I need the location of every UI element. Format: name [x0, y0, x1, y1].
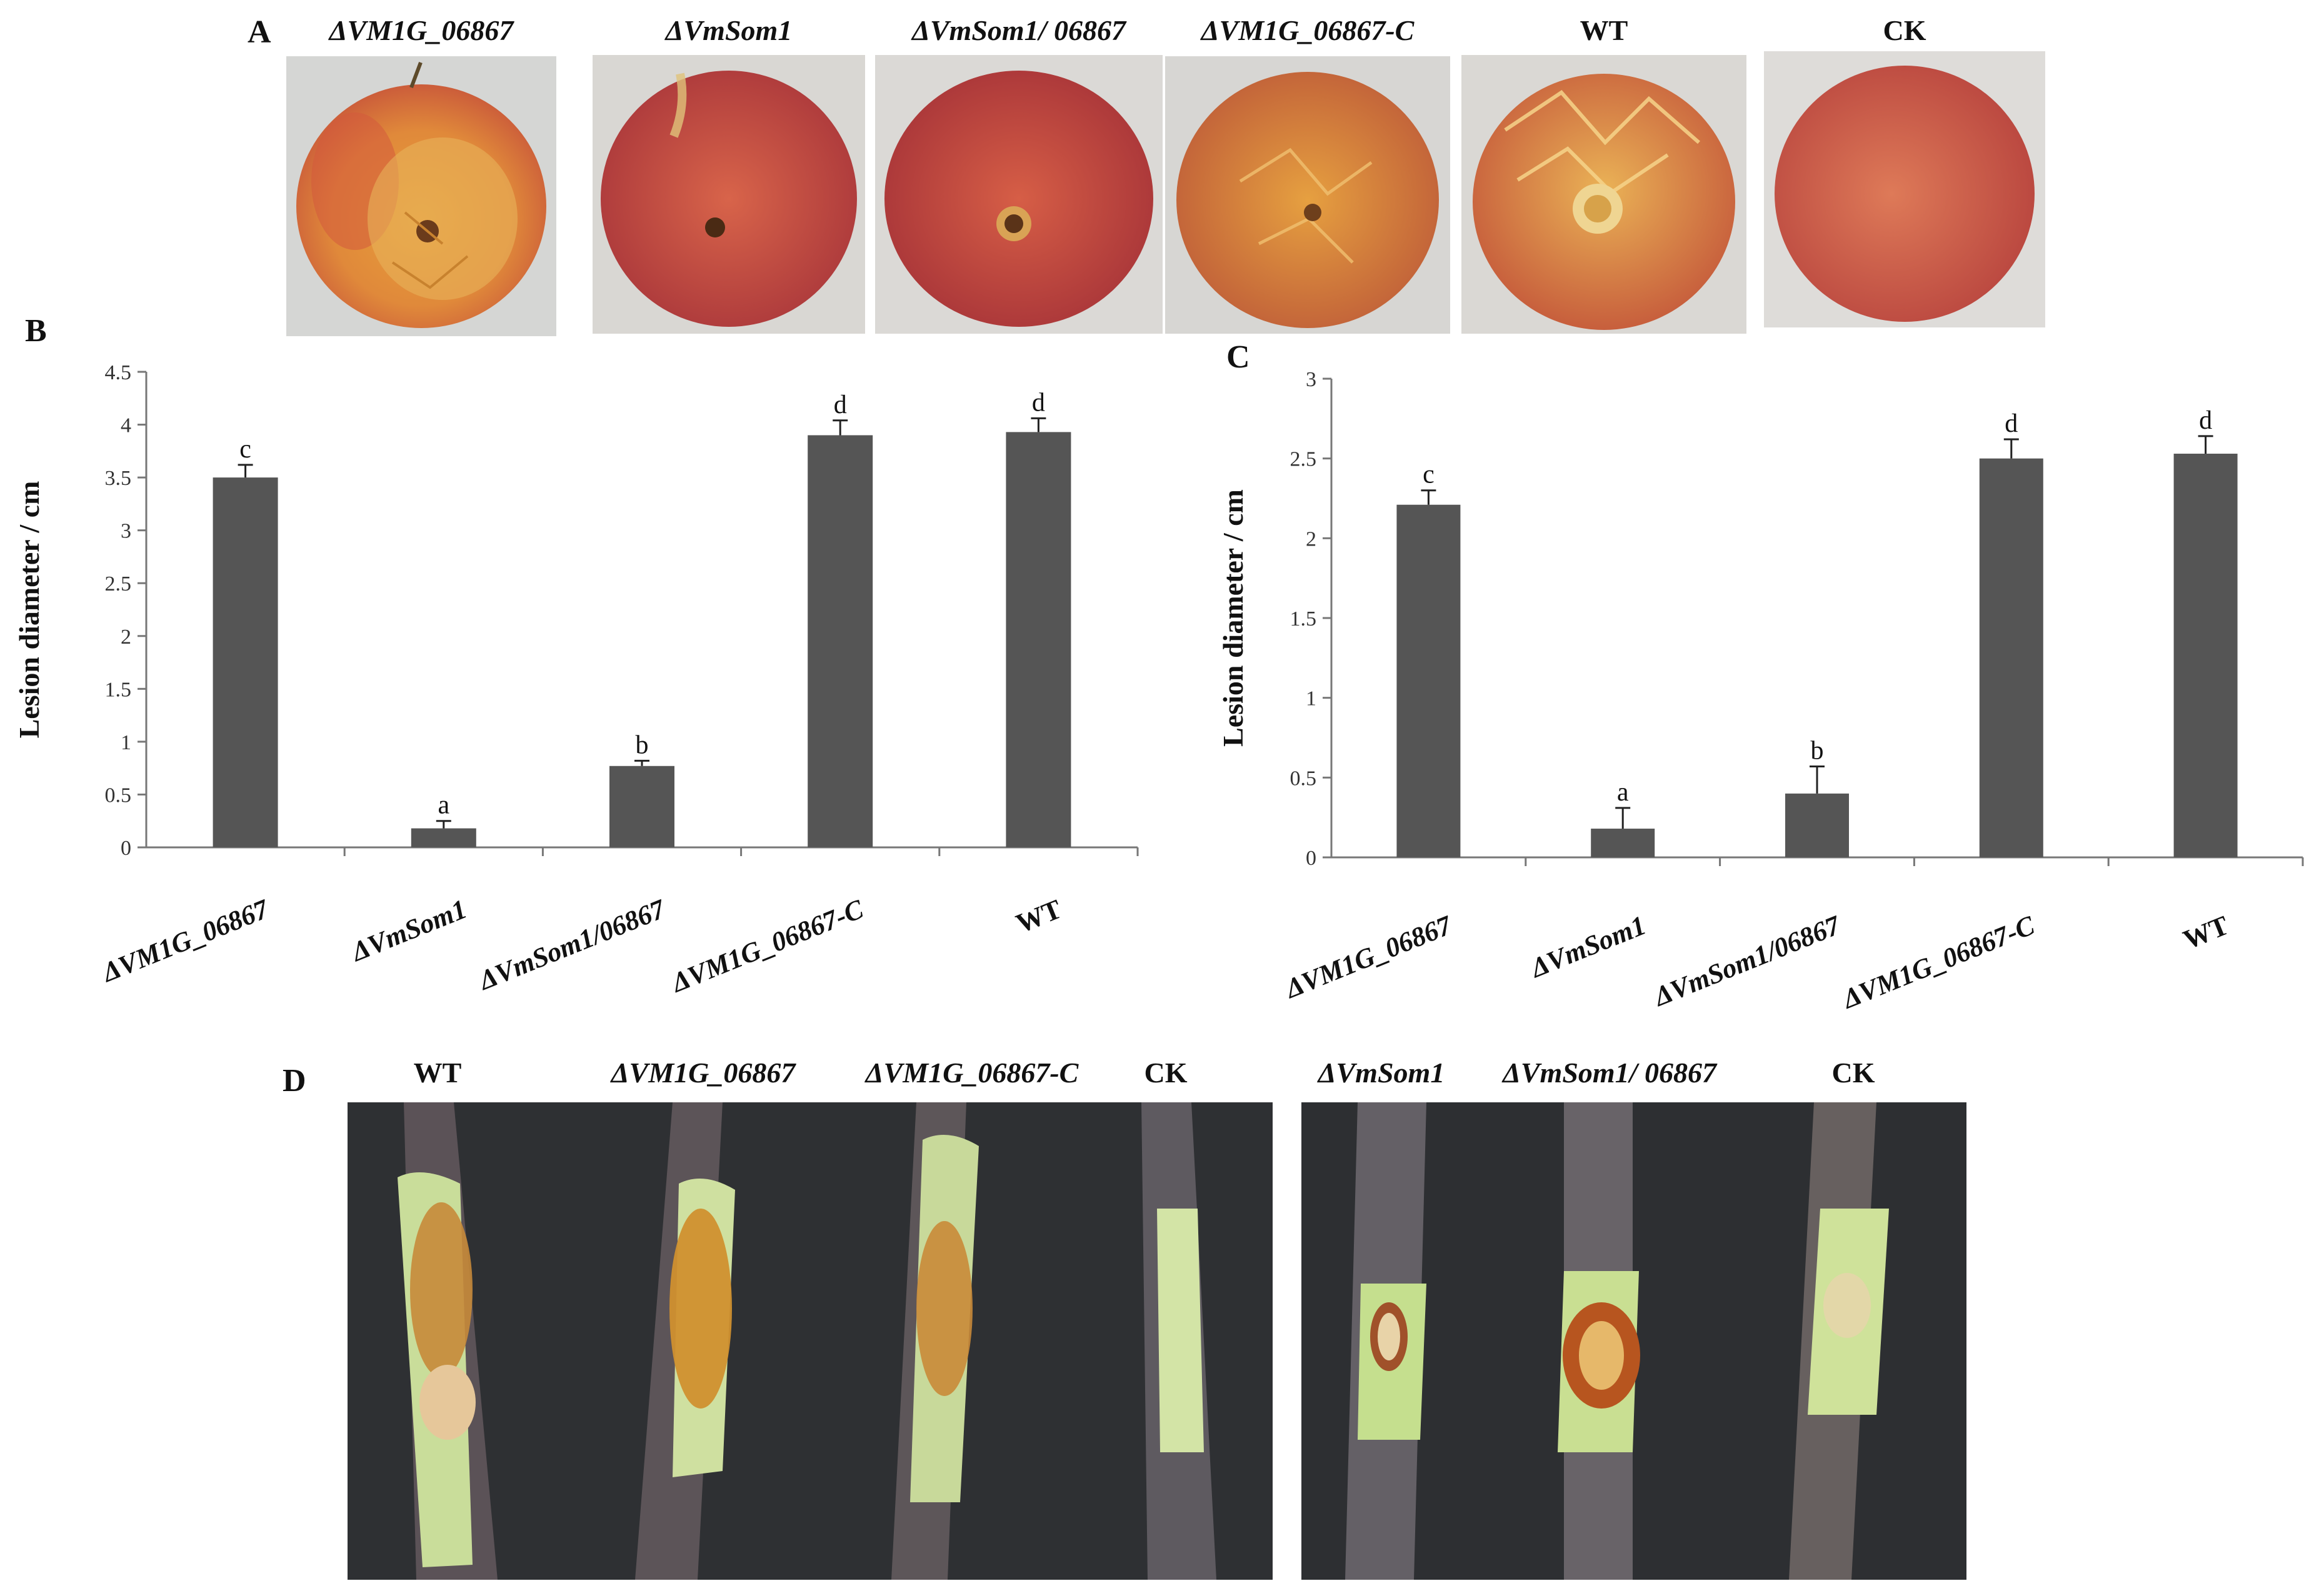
- panel-a-label-1: ΔVM1G_06867: [329, 14, 514, 46]
- chart-c-y-tick-label: 1: [1306, 687, 1316, 711]
- apple-photo-vm1g-06867-c: [1165, 56, 1450, 334]
- chart-c-category-label: ΔVmSom1: [1525, 910, 1650, 984]
- panel-d-right-label-2: ΔVmSom1/ 06867: [1503, 1057, 1716, 1089]
- chart-b-y-tick-label: 0.5: [105, 784, 132, 807]
- chart-b-bar: [1006, 432, 1071, 847]
- chart-c-y-tick-label: 2.5: [1290, 448, 1317, 471]
- panel-d-left-label-1: WT: [413, 1057, 462, 1089]
- panel-d-left-label-3: ΔVM1G_06867-C: [865, 1057, 1079, 1089]
- panel-a-label-3: ΔVmSom1/ 06867: [912, 14, 1126, 46]
- panel-a-label-5: WT: [1580, 14, 1628, 46]
- apple-photo-vmsom1: [593, 55, 865, 334]
- chart-b-significance-label: b: [636, 731, 649, 759]
- panel-d-letter: D: [283, 1063, 306, 1099]
- chart-b-significance-label: d: [834, 391, 847, 419]
- chart-c-bar: [1979, 458, 2043, 857]
- panel-a-letter: A: [248, 14, 271, 50]
- apple-photo-vm1g-06867: [286, 56, 556, 336]
- chart-b-y-tick-label: 2: [121, 626, 131, 649]
- chart-c-significance-label: b: [1811, 736, 1824, 765]
- panel-a-label-6: CK: [1883, 14, 1926, 46]
- chart-b-category-label: WT: [1012, 894, 1066, 939]
- apple-photo-ck: [1764, 51, 2045, 327]
- chart-c-significance-label: a: [1617, 778, 1629, 807]
- chart-b: 0 0.5 1 1.5 2 2.5 3 3.5 4 4.5 Lesion diameter / cm…: [13, 361, 1139, 999]
- chart-c-category-label: ΔVmSom1/06867: [1648, 909, 1845, 1012]
- chart-b-bar: [411, 828, 476, 847]
- chart-b-y-tick-label: 4: [121, 414, 131, 437]
- chart-c-significance-label: d: [2005, 409, 2018, 438]
- chart-c-bar: [1591, 829, 1655, 857]
- chart-b-y-tick-label: 3: [121, 520, 131, 543]
- chart-c-category-label: WT: [2179, 910, 2233, 955]
- chart-b-y-tick-label: 4.5: [105, 361, 132, 384]
- chart-c-category-label: ΔVM1G_06867-C: [1837, 910, 2039, 1015]
- chart-c-y-tick-label: 0: [1306, 847, 1316, 870]
- chart-c: 0 0.5 1 1.5 2 2.5 3 Lesion diameter / cm c ΔVM1G_…: [1217, 368, 2304, 1015]
- chart-b-bar: [609, 766, 674, 847]
- chart-c-bar: [1396, 504, 1461, 857]
- chart-c-bar: [2173, 454, 2238, 857]
- twig-photo-left: [348, 1102, 1273, 1580]
- chart-c-y-tick-label: 0.5: [1290, 767, 1317, 790]
- chart-c-significance-label: d: [2199, 406, 2212, 435]
- panel-d-left-label-2: ΔVM1G_06867: [611, 1057, 796, 1089]
- panel-a-label-2: ΔVmSom1: [665, 14, 793, 46]
- chart-c-significance-label: c: [1423, 461, 1435, 489]
- chart-b-category-label: ΔVmSom1/06867: [473, 893, 670, 996]
- panel-d-left-label-4: CK: [1144, 1057, 1188, 1089]
- chart-c-y-tick-label: 2: [1306, 527, 1316, 551]
- chart-c-bar: [1785, 793, 1849, 857]
- chart-b-y-tick-label: 2.5: [105, 572, 132, 596]
- panel-d-right-label-3: CK: [1831, 1057, 1875, 1089]
- chart-b-y-axis-label: Lesion diameter / cm: [13, 481, 45, 739]
- apple-photo-vmsom1-06867: [875, 55, 1163, 334]
- chart-b-significance-label: a: [438, 791, 449, 820]
- chart-c-y-tick-label: 3: [1306, 368, 1316, 391]
- chart-b-bar: [808, 435, 873, 847]
- twig-photo-right: [1301, 1102, 1966, 1580]
- panel-a-label-4: ΔVM1G_06867-C: [1201, 14, 1415, 46]
- chart-c-y-tick-label: 1.5: [1290, 607, 1317, 631]
- chart-b-category-label: ΔVM1G_06867-C: [666, 894, 868, 999]
- panel-b-letter: B: [25, 313, 47, 349]
- panel-c-letter: C: [1226, 339, 1250, 375]
- chart-b-bar: [213, 477, 278, 847]
- panel-d-right-label-1: ΔVmSom1: [1318, 1057, 1445, 1089]
- apple-photo-wt: [1461, 55, 1746, 334]
- chart-b-significance-label: d: [1032, 388, 1045, 417]
- chart-b-y-tick-label: 1: [121, 731, 131, 754]
- chart-c-category-label: ΔVM1G_06867: [1280, 909, 1457, 1005]
- chart-b-significance-label: c: [239, 435, 251, 464]
- chart-b-category-label: ΔVM1G_06867: [97, 893, 274, 989]
- chart-b-y-tick-label: 1.5: [105, 678, 132, 701]
- chart-b-category-label: ΔVmSom1: [346, 894, 471, 968]
- chart-b-y-tick-label: 0: [121, 837, 131, 860]
- chart-b-y-tick-label: 3.5: [105, 467, 132, 490]
- chart-c-y-axis-label: Lesion diameter / cm: [1217, 489, 1249, 747]
